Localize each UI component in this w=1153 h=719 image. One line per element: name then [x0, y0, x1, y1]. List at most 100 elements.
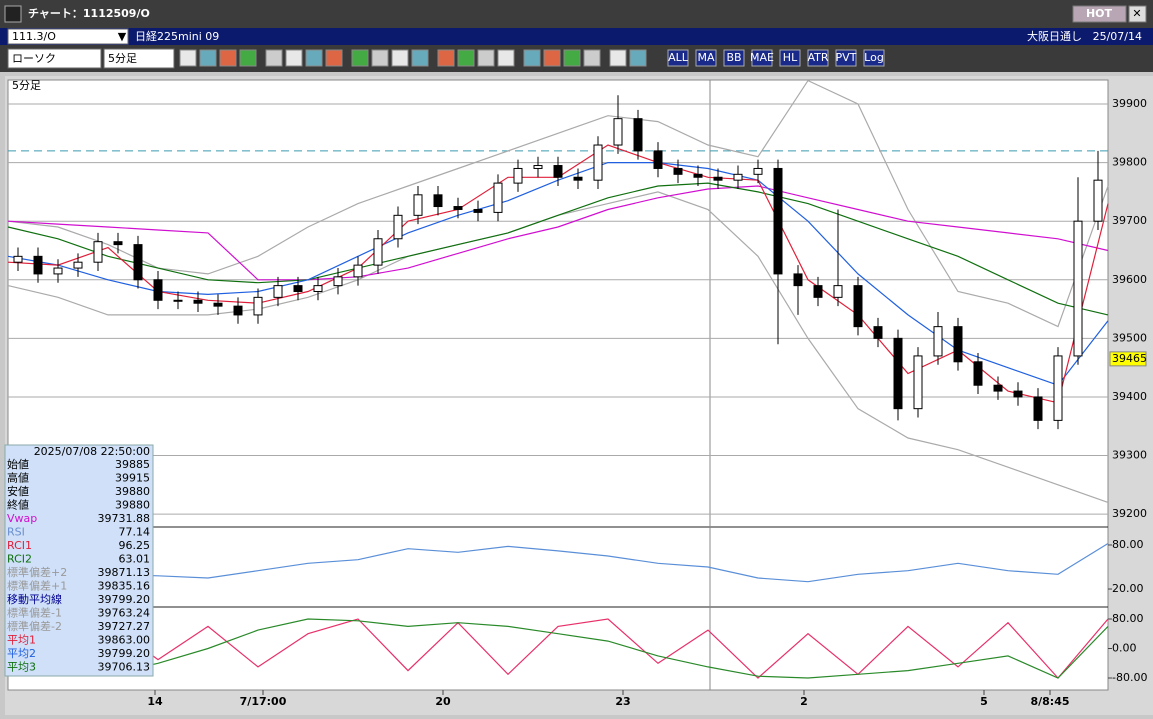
candle-body	[793, 273, 803, 287]
tool-icon[interactable]	[179, 49, 197, 67]
market-name: 大阪日通し	[1027, 29, 1082, 43]
tool-button[interactable]	[779, 49, 801, 67]
info-value: 39706.13	[98, 661, 151, 674]
candle-body	[1093, 179, 1103, 222]
tool-button[interactable]	[695, 49, 717, 67]
symbol-bar	[0, 28, 1153, 45]
info-value: 39727.27	[98, 620, 151, 633]
candle-body	[613, 118, 623, 146]
market-date: 25/07/14	[1093, 30, 1142, 43]
candle-body	[93, 241, 103, 263]
tool-button[interactable]	[807, 49, 829, 67]
y-tick-label: -80.00	[1112, 671, 1147, 684]
tool-icon[interactable]	[325, 49, 343, 67]
candle-body	[933, 326, 943, 357]
info-value: 39915	[115, 472, 150, 485]
tool-icon[interactable]	[563, 49, 581, 67]
tool-button-label: HL	[783, 51, 798, 64]
candle-body	[33, 255, 43, 275]
tool-button-label: BB	[726, 51, 741, 64]
x-tick-label: 2	[800, 695, 808, 708]
candle-body	[573, 176, 583, 181]
tool-icon[interactable]	[239, 49, 257, 67]
close-icon: ✕	[1132, 7, 1141, 20]
tool-icon[interactable]	[543, 49, 561, 67]
tool-icon[interactable]	[411, 49, 429, 67]
tool-button[interactable]	[667, 49, 689, 67]
tool-icon[interactable]	[219, 49, 237, 67]
candle-body	[813, 285, 823, 298]
candle-body	[73, 261, 83, 269]
candle-body	[893, 337, 903, 410]
tool-icon[interactable]	[285, 49, 303, 67]
tool-button[interactable]	[863, 49, 885, 67]
tool-icon[interactable]	[629, 49, 647, 67]
candle-body	[993, 384, 1003, 392]
y-tick-label: 80.00	[1112, 538, 1144, 551]
info-value: 39763.24	[98, 607, 151, 620]
candle-body	[553, 165, 563, 178]
candle-body	[593, 144, 603, 181]
info-label: 標準偏差+2	[7, 565, 67, 579]
symbol-code: 111.3/O	[12, 30, 56, 43]
info-value: 39880	[115, 485, 150, 498]
tool-icon[interactable]	[437, 49, 455, 67]
candle-body	[213, 302, 223, 307]
info-label: 平均2	[7, 647, 36, 660]
candle-body	[153, 279, 163, 301]
x-tick-label: 7/17:00	[240, 695, 287, 708]
hot-button[interactable]	[1072, 5, 1127, 23]
window-title: チャート：1112509/O	[28, 7, 150, 20]
info-value: 39863.00	[98, 634, 151, 647]
candle-body	[673, 167, 683, 175]
info-value: 39799.20	[98, 593, 151, 606]
candle-body	[1053, 355, 1063, 421]
info-label: 平均1	[7, 634, 36, 647]
candle-body	[193, 299, 203, 304]
interval-select[interactable]	[103, 48, 175, 69]
tool-icon[interactable]	[609, 49, 627, 67]
info-label: Vwap	[7, 512, 37, 525]
candle-body	[753, 167, 763, 175]
close-button[interactable]	[1128, 5, 1147, 23]
info-value: 39835.16	[98, 580, 151, 593]
info-value: 39885	[115, 458, 150, 471]
candle-body	[233, 305, 243, 316]
y-tick-label: 39200	[1112, 507, 1147, 520]
candle-body	[293, 285, 303, 292]
tool-icon[interactable]	[477, 49, 495, 67]
tool-icon[interactable]	[583, 49, 601, 67]
candle-body	[13, 255, 23, 263]
tool-icon[interactable]	[305, 49, 323, 67]
y-tick-label: 0.00	[1112, 642, 1137, 655]
y-tick-label: 39300	[1112, 449, 1147, 462]
candle-body	[773, 167, 783, 275]
style-select[interactable]	[7, 48, 102, 69]
candle-body	[273, 285, 283, 298]
info-datetime: 2025/07/08 22:50:00	[34, 445, 150, 458]
candle-body	[713, 176, 723, 181]
tool-icon[interactable]	[199, 49, 217, 67]
y-tick-label: 39700	[1112, 214, 1147, 227]
tool-button[interactable]	[723, 49, 745, 67]
tool-icon[interactable]	[457, 49, 475, 67]
tool-icon[interactable]	[371, 49, 389, 67]
hot-label: HOT	[1086, 7, 1113, 20]
info-label: RCI1	[7, 539, 32, 552]
symbol-select[interactable]	[7, 28, 129, 45]
info-label: RSI	[7, 526, 25, 539]
candle-body	[833, 285, 843, 298]
candle-body	[533, 165, 543, 169]
candle-body	[373, 238, 383, 266]
tool-icon[interactable]	[351, 49, 369, 67]
tool-button[interactable]	[835, 49, 857, 67]
tool-icon[interactable]	[265, 49, 283, 67]
tool-button-label: ALL	[668, 51, 689, 64]
tool-icon[interactable]	[497, 49, 515, 67]
candle-body	[853, 285, 863, 328]
tool-button[interactable]	[751, 49, 773, 67]
tool-icon[interactable]	[391, 49, 409, 67]
tool-icon[interactable]	[523, 49, 541, 67]
indicator-line	[7, 542, 1109, 583]
